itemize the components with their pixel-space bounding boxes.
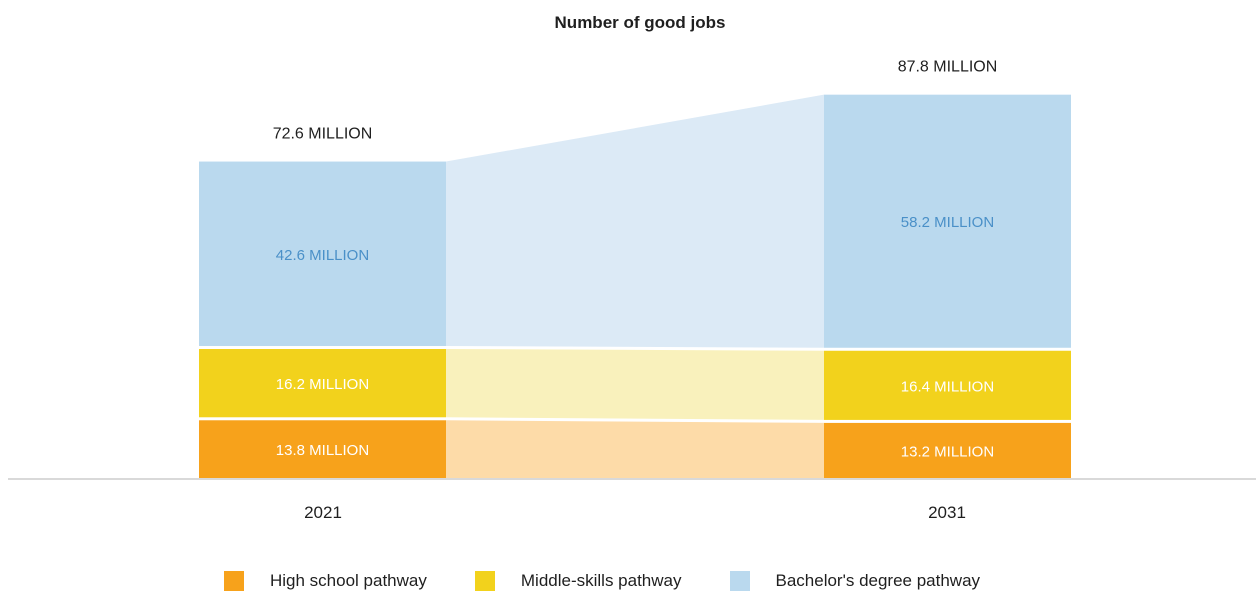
segment-label-middle_skills-2031: 16.4 MILLION (901, 378, 994, 395)
flow-band-bachelors (446, 94, 824, 348)
legend-swatch-high-school (224, 571, 244, 591)
bar-segment-high_school-2031 (824, 422, 1071, 478)
bar-segment-bachelors-2031 (824, 94, 1071, 348)
x-tick-label-2021: 2021 (304, 503, 342, 522)
legend: High school pathway Middle-skills pathwa… (224, 568, 1028, 594)
bar-segment-middle_skills-2031 (824, 350, 1071, 420)
legend-label-middle-skills: Middle-skills pathway (520, 571, 682, 590)
total-label-2031: 87.8 MILLION (898, 59, 998, 76)
bar-segments (199, 94, 1071, 478)
bar-segment-high_school-2021 (199, 420, 446, 478)
stacked-bar-chart: Number of good jobs 13.8 MILLION 16.2 MIL… (8, 13, 1256, 522)
segment-labels: 13.8 MILLION 16.2 MILLION 42.6 MILLION 13.2… (276, 214, 994, 460)
segment-label-bachelors-2021: 42.6 MILLION (276, 247, 369, 264)
flow-bands (446, 94, 824, 478)
legend-item-middle-skills: Middle-skills pathway (474, 571, 682, 591)
bar-segment-bachelors-2021 (199, 161, 446, 346)
legend-swatch-bachelors (729, 571, 750, 591)
segment-label-high_school-2021: 13.8 MILLION (276, 442, 369, 459)
total-labels: 72.6 MILLION 87.8 MILLION (273, 59, 998, 143)
flow-band-middle_skills (446, 349, 824, 420)
x-axis-ticks: 2021 2031 (304, 503, 966, 522)
chart-title: Number of good jobs (555, 13, 726, 32)
total-label-2021: 72.6 MILLION (273, 126, 373, 143)
segment-label-high_school-2031: 13.2 MILLION (901, 443, 994, 460)
x-tick-label-2031: 2031 (928, 503, 966, 522)
legend-item-bachelors: Bachelor's degree pathway (729, 571, 981, 591)
flow-band-high_school (446, 420, 824, 478)
segment-label-middle_skills-2021: 16.2 MILLION (276, 376, 369, 393)
legend-label-bachelors: Bachelor's degree pathway (775, 571, 981, 590)
legend-item-high-school: High school pathway (224, 571, 427, 591)
bar-segment-middle_skills-2021 (199, 349, 446, 418)
legend-label-high-school: High school pathway (270, 571, 427, 590)
legend-swatch-middle-skills (474, 571, 495, 591)
segment-label-bachelors-2031: 58.2 MILLION (901, 214, 994, 231)
